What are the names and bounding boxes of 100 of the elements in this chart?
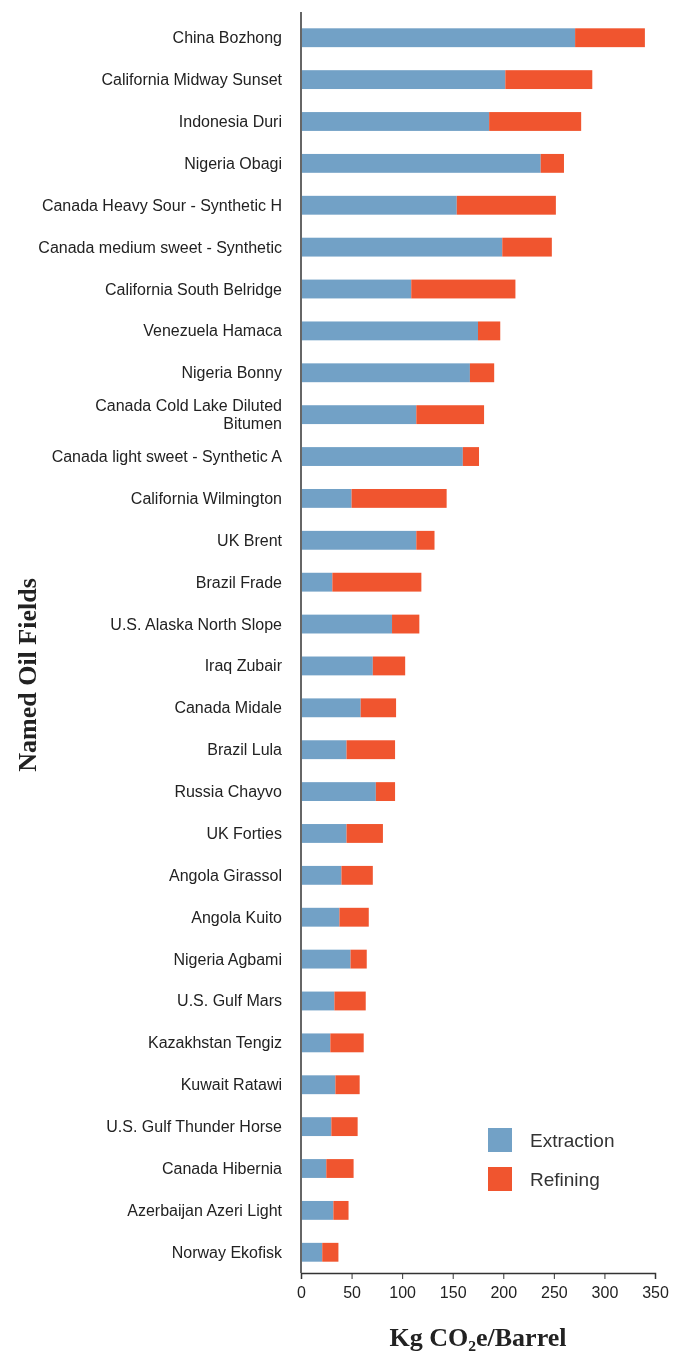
bar (301, 698, 361, 718)
bar (462, 447, 480, 466)
bar (301, 70, 506, 90)
y-tick-label: Norway Ekofisk (171, 1243, 283, 1261)
bar (360, 698, 397, 718)
y-tick-label: Canada light sweet - Synthetic A (51, 448, 283, 466)
legend-label: Extraction (530, 1130, 615, 1151)
bar (301, 1242, 323, 1262)
bar (301, 112, 490, 131)
bar (392, 614, 420, 634)
x-tick-label: 200 (490, 1284, 518, 1301)
y-tick-label: U.S. Gulf Thunder Horse (106, 1118, 283, 1136)
bar (301, 949, 351, 969)
bar (502, 237, 552, 257)
bar (301, 153, 541, 173)
y-tick-label: Brazil Lula (207, 741, 283, 759)
bar (301, 656, 373, 676)
bar (301, 1033, 331, 1053)
y-tick-label: UK Forties (206, 824, 282, 842)
bar (322, 1242, 339, 1262)
bar (469, 363, 495, 383)
bar (478, 321, 501, 341)
y-tick-label: Angola Girassol (169, 866, 282, 884)
bar (334, 991, 366, 1011)
bar (416, 405, 485, 425)
bar (411, 279, 516, 299)
bar (326, 1159, 354, 1178)
x-tick-label: 350 (642, 1284, 669, 1301)
bar (333, 1200, 349, 1220)
bar (351, 489, 447, 508)
y-tick-label: Nigeria Obagi (184, 154, 282, 172)
bar (301, 1159, 327, 1178)
y-tick-label: Canada Cold Lake Diluted Bitumen (95, 397, 282, 433)
x-tick-label: 0 (297, 1284, 307, 1301)
x-tick-label: 50 (343, 1284, 362, 1301)
bar (346, 740, 396, 760)
bar (375, 782, 396, 802)
bar (350, 949, 367, 969)
bar (301, 363, 470, 383)
bar (301, 907, 340, 927)
y-axis-title: Named Oil Fields (13, 578, 42, 772)
bar (301, 279, 412, 299)
bar (301, 572, 333, 592)
bar (335, 1075, 360, 1095)
x-tick-label: 100 (389, 1284, 417, 1301)
x-tick-label: 300 (591, 1284, 619, 1301)
bar (416, 530, 435, 550)
y-tick-label: California Midway Sunset (101, 71, 283, 89)
bar (372, 656, 406, 676)
x-tick-label: 250 (541, 1284, 568, 1301)
bar (331, 1117, 358, 1137)
x-axis-title: Kg CO₂e/Barrel (389, 1323, 567, 1352)
y-tick-label: Kuwait Ratawi (180, 1076, 282, 1094)
y-tick-label: Canada Midale (174, 699, 283, 717)
y-tick-label: Canada medium sweet - Synthetic (38, 238, 282, 256)
bar (301, 195, 457, 215)
bar (540, 153, 564, 173)
bar (301, 489, 352, 508)
bar (301, 614, 393, 634)
bar (301, 405, 417, 425)
bar (489, 112, 582, 131)
bar (301, 824, 347, 843)
bar (301, 237, 503, 257)
y-tick-label: U.S. Gulf Mars (177, 992, 282, 1010)
y-tick-label: U.S. Alaska North Slope (110, 615, 283, 633)
y-tick-label: Nigeria Agbami (173, 950, 282, 968)
bar (505, 70, 593, 90)
bar (301, 1117, 332, 1137)
bar (301, 530, 417, 550)
bar (575, 28, 645, 48)
y-tick-label: Russia Chayvo (174, 783, 283, 801)
bar (301, 740, 347, 760)
y-tick-label: Venezuela Hamaca (143, 322, 283, 340)
x-tick-label: 150 (439, 1284, 467, 1301)
y-tick-label: Iraq Zubair (204, 657, 283, 675)
bar (301, 321, 478, 341)
bar (301, 1200, 334, 1220)
bar (301, 1075, 336, 1095)
bar (332, 572, 422, 592)
legend-label: Refining (530, 1169, 600, 1190)
y-tick-label: Kazakhstan Tengiz (147, 1034, 282, 1052)
y-tick-label: Canada Hibernia (161, 1160, 283, 1178)
bar (301, 865, 342, 885)
y-tick-label: Indonesia Duri (178, 112, 282, 130)
y-tick-label: Brazil Frade (195, 573, 283, 591)
y-tick-label: Azerbaijan Azeri Light (127, 1201, 283, 1219)
bar (346, 824, 383, 843)
y-tick-label: Canada Heavy Sour - Synthetic H (41, 196, 282, 214)
bar (301, 447, 463, 466)
y-tick-label: UK Brent (217, 531, 283, 549)
bar (341, 865, 373, 885)
y-tick-label: Nigeria Bonny (181, 364, 282, 382)
bar (301, 991, 335, 1011)
y-tick-label: Angola Kuito (191, 908, 283, 926)
y-tick-label: California South Belridge (105, 280, 283, 298)
bar (330, 1033, 364, 1053)
bar (339, 907, 369, 927)
y-tick-label: China Bozhong (172, 29, 282, 47)
bar (301, 782, 376, 802)
bar (456, 195, 556, 215)
